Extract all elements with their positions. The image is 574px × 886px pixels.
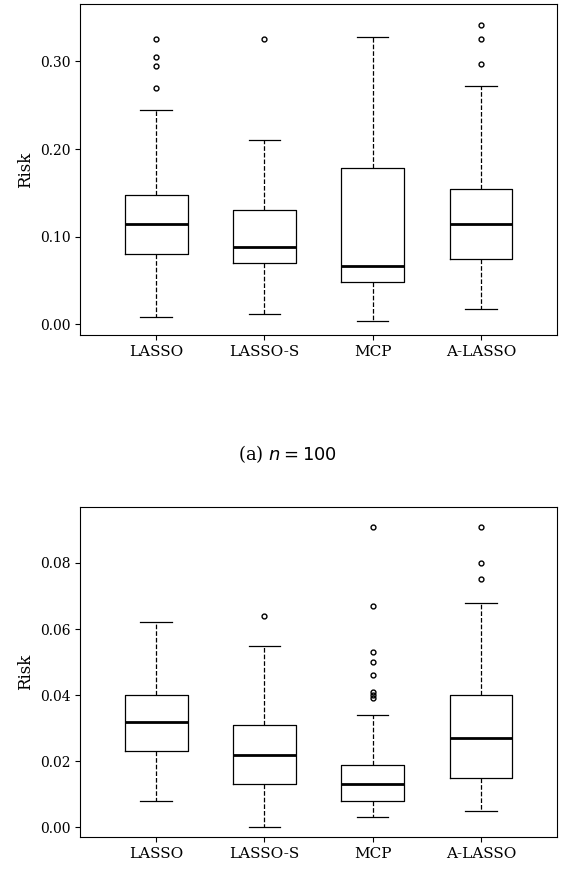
Y-axis label: Risk: Risk [17, 152, 34, 188]
Text: (a) $n = 100$: (a) $n = 100$ [238, 444, 336, 465]
Y-axis label: Risk: Risk [17, 654, 34, 690]
